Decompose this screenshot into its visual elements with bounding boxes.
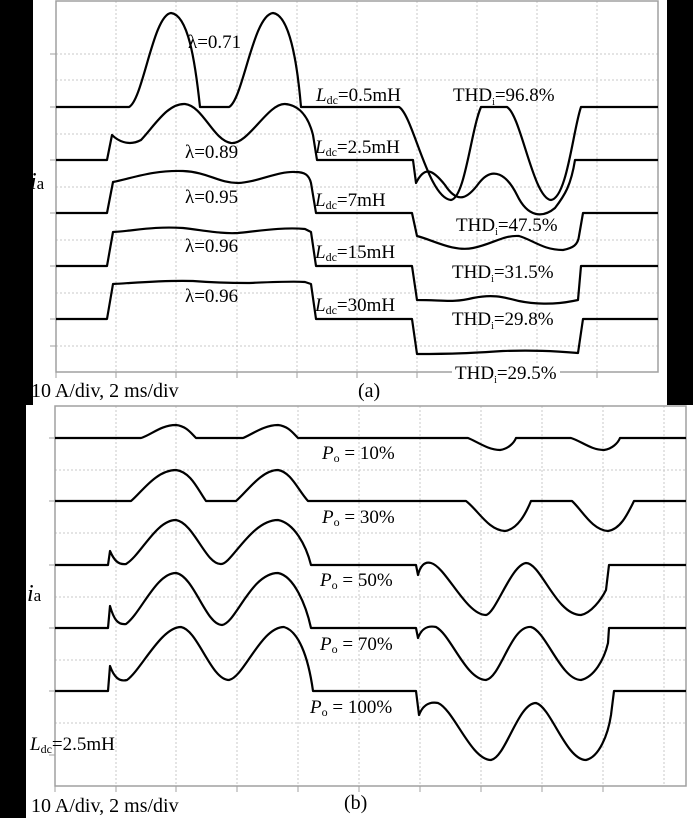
trace-po-70 <box>55 571 686 682</box>
trace-ldc-7mh <box>56 169 658 252</box>
po-label-2: Po = 30% <box>322 507 395 529</box>
ylabel-a: ia <box>30 170 44 194</box>
thd-label-3: THDi=31.5% <box>452 262 554 285</box>
ldc-label-2: Ldc=2.5mH <box>315 137 400 159</box>
ldc-label-3: Ldc=7mH <box>315 190 386 212</box>
frame-b <box>54 405 687 787</box>
waveform-plot-b <box>49 405 687 792</box>
thd-label-4: THDi=29.8% <box>452 309 554 332</box>
ylabel-a-main: i <box>30 169 37 195</box>
caption-a: (a) <box>358 380 381 402</box>
trace-ldc-15mh <box>56 226 658 305</box>
thd-label-5: THDi=29.5% <box>452 364 560 386</box>
trace-ldc-0-5mh <box>56 11 658 202</box>
panel-b: ia Po = 10% Po = 30% Po = 50% Po = 70% P… <box>26 405 693 818</box>
trace-ldc-30mh <box>56 279 658 356</box>
scale-label-b: 10 A/div, 2 ms/div <box>31 795 179 817</box>
ldc-label-5: Ldc=30mH <box>315 295 396 317</box>
panel-a: ia λ=0.71 λ=0.89 λ=0.95 λ=0.96 λ=0.96 Ld… <box>30 0 667 405</box>
ticks-b <box>49 437 604 792</box>
waveform-plot-a <box>50 0 659 378</box>
trace-ldc-2-5mh <box>56 102 658 216</box>
po-label-1: Po = 10% <box>322 443 395 465</box>
trace-po-30 <box>55 468 686 533</box>
grid-a <box>56 1 658 372</box>
ylabel-a-sub: a <box>36 174 45 193</box>
lambda-label-5: λ=0.96 <box>185 286 239 307</box>
trace-po-10 <box>55 423 686 452</box>
po-label-3: Po = 50% <box>320 570 393 592</box>
lambda-label-2: λ=0.89 <box>185 142 239 163</box>
ylabel-b: ia <box>27 582 41 606</box>
ldc-condition-label: Ldc=2.5mH <box>30 734 115 756</box>
lambda-label-1: λ=0.71 <box>188 32 242 53</box>
lambda-label-3: λ=0.95 <box>185 187 239 208</box>
ylabel-b-sub: a <box>33 586 42 605</box>
thd-label-1: THDi=96.8% <box>453 85 555 108</box>
ldc-label-1: Ldc=0.5mH <box>316 85 401 107</box>
trace-po-100 <box>55 625 686 762</box>
ticks-a <box>50 53 598 378</box>
po-label-4: Po = 70% <box>320 634 393 656</box>
ldc-label-4: Ldc=15mH <box>315 242 396 264</box>
lambda-label-4: λ=0.96 <box>185 236 239 257</box>
thd-label-2: THDi=47.5% <box>456 215 558 238</box>
scale-label-a: 10 A/div, 2 ms/div <box>31 380 179 402</box>
trace-po-50 <box>55 518 686 617</box>
ylabel-b-main: i <box>27 581 34 607</box>
po-label-5: Po = 100% <box>310 697 393 719</box>
caption-b: (b) <box>344 792 368 814</box>
